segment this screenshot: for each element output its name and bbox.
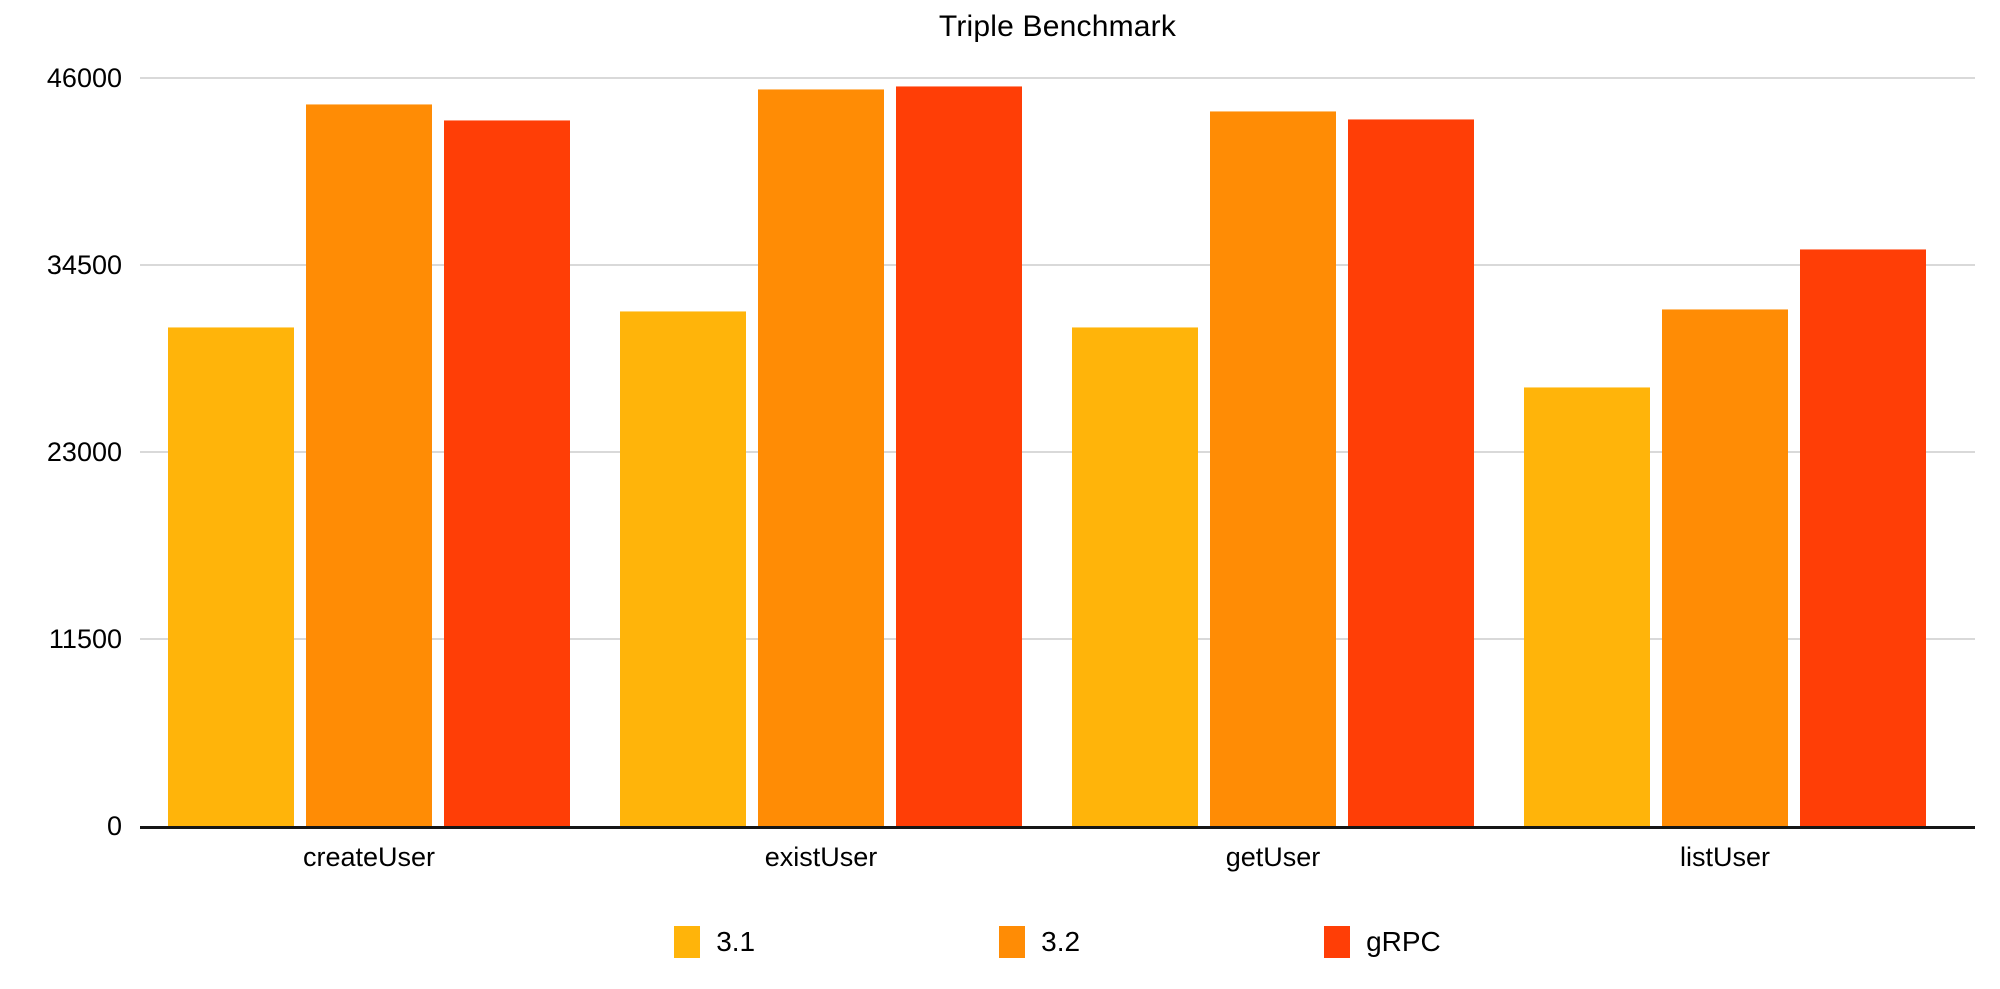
plot-area — [140, 77, 1975, 829]
bar-getUser-gRPC — [1348, 118, 1474, 826]
chart-title: Triple Benchmark — [938, 10, 1177, 43]
legend-item-gRPC: gRPC — [1324, 926, 1441, 958]
x-category-label-existUser: existUser — [764, 842, 878, 872]
legend-label-3.2: 3.2 — [1041, 926, 1081, 957]
legend-swatch-gRPC — [1324, 926, 1351, 958]
bar-group-listUser — [1524, 78, 1926, 826]
bar-createUser-3.1 — [168, 326, 294, 826]
bar-group-createUser — [168, 78, 570, 826]
legend-label-gRPC: gRPC — [1366, 926, 1441, 957]
y-tick-label-46000: 46000 — [46, 63, 122, 93]
x-category-label-createUser: createUser — [302, 842, 436, 872]
bar-existUser-3.2 — [758, 89, 884, 826]
gridline-23000 — [140, 451, 1975, 453]
y-tick-label-34500: 34500 — [46, 250, 122, 280]
x-category-label-getUser: getUser — [1225, 842, 1321, 872]
legend-label-3.1: 3.1 — [716, 926, 756, 957]
bar-existUser-gRPC — [896, 86, 1022, 826]
bar-group-existUser — [620, 78, 1022, 826]
legend-swatch-3.1 — [674, 926, 701, 958]
bar-group-getUser — [1072, 78, 1474, 826]
bar-listUser-gRPC — [1800, 248, 1926, 826]
bar-listUser-3.2 — [1662, 308, 1788, 826]
gridline-34500 — [140, 264, 1975, 266]
bar-getUser-3.2 — [1210, 110, 1336, 826]
legend-item-3.1: 3.1 — [674, 926, 755, 958]
y-tick-label-23000: 23000 — [46, 437, 122, 467]
gridline-11500 — [140, 638, 1975, 640]
legend-swatch-3.2 — [999, 926, 1026, 958]
x-category-label-listUser: listUser — [1679, 842, 1770, 872]
x-axis-line — [140, 826, 1975, 829]
gridline-46000 — [140, 77, 1975, 79]
bar-createUser-gRPC — [444, 120, 570, 826]
y-tick-label-0: 0 — [106, 811, 122, 841]
bar-createUser-3.2 — [306, 104, 432, 826]
legend-item-3.2: 3.2 — [999, 926, 1080, 958]
y-tick-label-11500: 11500 — [48, 624, 122, 654]
bar-listUser-3.1 — [1524, 386, 1650, 826]
bar-getUser-3.1 — [1072, 326, 1198, 826]
bar-existUser-3.1 — [620, 310, 746, 826]
legend: 3.1 3.2 gRPC — [140, 926, 1975, 958]
